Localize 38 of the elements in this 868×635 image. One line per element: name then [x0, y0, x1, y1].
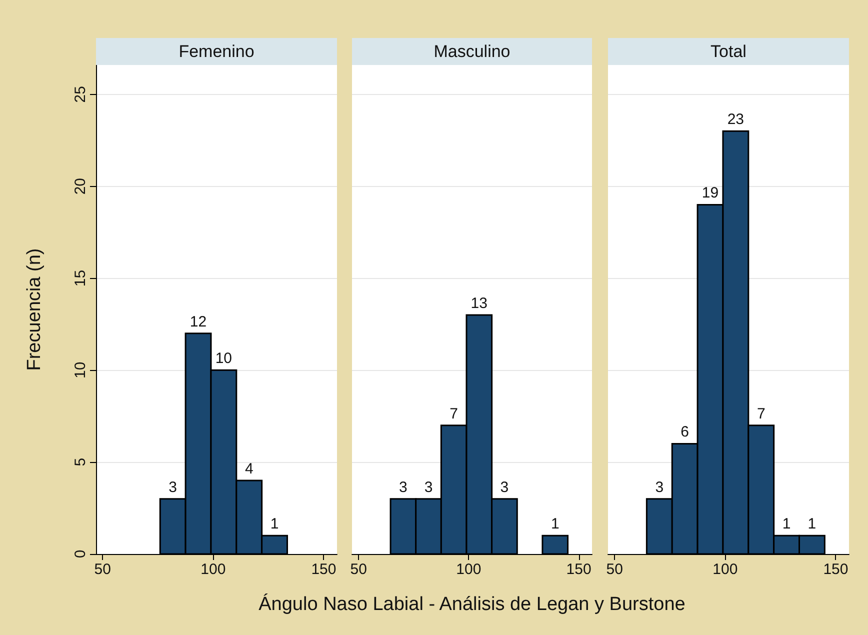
x-tick-label: 150 — [823, 561, 848, 578]
x-tick-label: 50 — [606, 561, 623, 578]
x-tick-label: 100 — [200, 561, 226, 578]
data-label: 3 — [399, 478, 408, 496]
x-tick-label: 50 — [350, 561, 367, 578]
chart-title: Total — [608, 38, 849, 65]
x-tick-label: 100 — [712, 561, 738, 578]
y-tick-label: 25 — [72, 86, 89, 103]
chart-title: Masculino — [352, 38, 592, 65]
data-label: 1 — [808, 516, 816, 533]
data-label: 1 — [550, 516, 560, 533]
y-tick-label: 20 — [72, 178, 89, 195]
x-tick-label: 150 — [311, 561, 336, 578]
x-axis-title: Ángulo Naso Labial - Análisis de Legan y Burstone — [258, 594, 686, 616]
data-label: 1 — [782, 516, 791, 533]
data-label: 7 — [450, 405, 458, 422]
x-tick-label: 150 — [566, 561, 592, 578]
data-label: 3 — [424, 478, 433, 496]
y-tick-label: 15 — [72, 270, 89, 287]
data-label: 3 — [168, 478, 178, 496]
data-label: 7 — [756, 405, 766, 422]
data-label: 4 — [244, 460, 254, 478]
data-label: 3 — [500, 478, 509, 496]
data-label: 3 — [655, 478, 664, 496]
chart-title: Femenino — [96, 38, 337, 65]
data-label: 19 — [702, 184, 719, 202]
y-tick-label: 0 — [72, 550, 89, 558]
data-label: 1 — [270, 516, 279, 533]
data-label: 10 — [215, 350, 232, 368]
data-label: 6 — [680, 424, 690, 441]
data-label: 13 — [470, 295, 488, 312]
y-tick-label: 5 — [72, 458, 89, 466]
y-tick-label: 10 — [72, 362, 89, 379]
x-tick-label: 100 — [456, 561, 482, 578]
x-tick-label: 50 — [94, 561, 111, 578]
data-label: 23 — [727, 111, 744, 128]
data-label: 12 — [190, 313, 207, 330]
y-axis-title: Frecuencia (n) — [24, 248, 45, 371]
